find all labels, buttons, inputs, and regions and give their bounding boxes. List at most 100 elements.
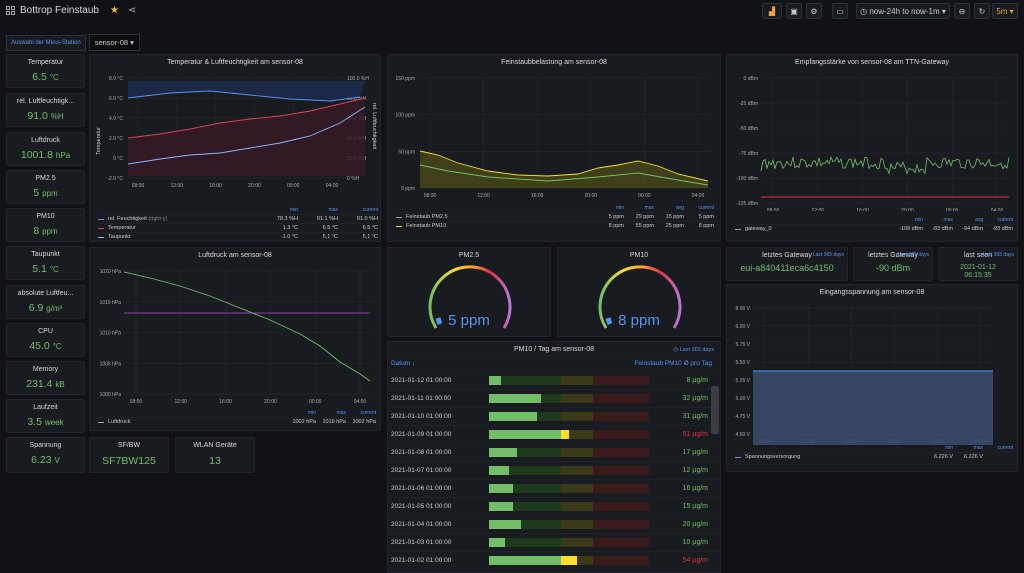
time-range-picker[interactable]: ◷ now-24h to now-1m ▾: [856, 3, 950, 19]
panel-title[interactable]: Laufzeit: [33, 404, 58, 411]
stat-value: 1001.8 hPa: [7, 149, 84, 161]
legend-max: 91.1 %H: [316, 216, 338, 222]
panel-title[interactable]: Temperatur: [27, 59, 64, 66]
legend-series-name: Luftdruck: [108, 419, 131, 425]
time-override-tag: Last 365 days: [982, 252, 1014, 258]
y-tick-label: 1005 hPa: [100, 361, 122, 367]
panel-title[interactable]: Memory: [32, 366, 59, 373]
table-cell-value: 51 µg/m: [682, 431, 708, 438]
table-row[interactable]: 2021-01-04 01:00:00 20 µg/m: [388, 515, 720, 533]
stat-unit: week: [44, 418, 64, 427]
x-tick-label: 12:00: [477, 193, 490, 199]
x-tick-label: 04:00: [991, 208, 1004, 211]
station-select[interactable]: sensor-08 ▾: [88, 34, 140, 51]
refresh-interval[interactable]: 5m ▾: [992, 3, 1018, 19]
legend-row[interactable]: Feinstaub PM2.5 5 ppm 29 ppm 15 ppm 5 ppm: [396, 212, 714, 221]
refresh-icon[interactable]: ↻: [974, 3, 990, 19]
x-tick-label: 12:00: [171, 183, 184, 189]
legend-swatch: [735, 456, 741, 458]
table-row[interactable]: 2021-01-03 01:00:00 10 µg/m: [388, 533, 720, 551]
legend-series-name: Spannungsversorgung: [745, 454, 801, 460]
y-tick-label: 0 dBm: [744, 76, 758, 82]
gateway-line: [760, 156, 1010, 175]
legend-row[interactable]: rel. Feuchtigkeit (right-y) 78.3 %H 91.1 %…: [98, 214, 378, 223]
table-cell-date: 2021-01-10 01:00:00: [391, 413, 452, 420]
panel-title[interactable]: Taupunkt: [31, 251, 60, 258]
y-tick-label: 6.0 °C: [109, 96, 123, 102]
panel-title[interactable]: Eingangsspannung am sensor-08: [819, 289, 925, 296]
table-row[interactable]: 2021-01-11 01:00:00 32 µg/m: [388, 389, 720, 407]
y-tick-label-right: 0 %H: [347, 176, 360, 182]
legend-row[interactable]: Taupunkt -1.0 °C 5.1 °C 5.1 °C: [98, 232, 378, 241]
tv-mode-icon[interactable]: ▭: [832, 3, 848, 19]
panel-title[interactable]: PM10: [36, 213, 55, 220]
table-row[interactable]: 2021-01-02 01:00:00 54 µg/m: [388, 551, 720, 569]
panel-title[interactable]: letztes Gateway: [868, 252, 918, 259]
column-header-value[interactable]: Feinstaub PM10 Ø pro Tag: [634, 360, 712, 367]
legend-avg: 15 ppm: [665, 214, 684, 220]
y-tick-label: 50 ppm: [398, 149, 415, 155]
panel-title[interactable]: last seen: [963, 252, 993, 259]
station-select-value: sensor-08: [94, 38, 129, 47]
panel-title[interactable]: PM2.5: [458, 252, 480, 259]
add-panel-icon[interactable]: ▟: [762, 3, 782, 19]
legend-row[interactable]: gateway_0 -108 dBm -83 dBm -94 dBm -93 dBm: [735, 224, 1013, 233]
table-cell-value: 16 µg/m: [682, 485, 708, 492]
panel-title[interactable]: Feinstaubbelastung am sensor-08: [501, 59, 607, 66]
legend-current: -93 dBm: [992, 226, 1013, 232]
legend-row[interactable]: Spannungsversorgung 6.226 V 6.226 V: [735, 452, 1013, 461]
stat-value: 5 ppm: [7, 187, 84, 199]
stat-number: 45.0: [29, 340, 50, 352]
panel-title[interactable]: letztes Gateway: [762, 252, 812, 259]
table-scrollbar[interactable]: [711, 386, 719, 434]
save-icon[interactable]: ▣: [786, 3, 802, 19]
legend-min: -108 dBm: [899, 226, 923, 232]
legend-row[interactable]: Luftdruck 1002 hPa 1019 hPa 1002 hPa: [98, 417, 376, 426]
legend-min: 1.3 °C: [282, 225, 298, 231]
table-row[interactable]: 2021-01-10 01:00:00 31 µg/m: [388, 407, 720, 425]
panel-title[interactable]: Temperatur & Luftfeuchtigkeit am sensor-…: [167, 59, 303, 66]
panel-title[interactable]: absolute Luftfeu...: [17, 290, 74, 297]
x-tick-label: 00:00: [946, 208, 959, 211]
table-row[interactable]: 2021-01-06 01:00:00 16 µg/m: [388, 479, 720, 497]
dashboard-title[interactable]: Bottrop Feinstaub: [20, 5, 99, 16]
table-row[interactable]: 2021-01-05 01:00:00 15 µg/m: [388, 497, 720, 515]
table-row[interactable]: 2021-01-08 01:00:00 17 µg/m: [388, 443, 720, 461]
legend-series-name: Taupunkt: [108, 234, 131, 240]
share-icon[interactable]: ⋖: [127, 5, 137, 16]
stat-value: 13: [209, 455, 221, 467]
legend-row[interactable]: Temperatur 1.3 °C 6.5 °C 6.5 °C: [98, 223, 378, 232]
pm10-daily-table-panel: PM10 / Tag am sensor-08 ◷ Last 365 days …: [387, 341, 721, 573]
table-cell-value: 32 µg/m: [682, 395, 708, 402]
settings-icon[interactable]: ⚙: [806, 3, 822, 19]
panel-title[interactable]: PM10: [629, 252, 649, 259]
pm25-line: [419, 164, 709, 186]
table-cell-gauge: [489, 376, 669, 385]
legend-current: 5.1 °C: [362, 234, 378, 240]
table-cell-value: 20 µg/m: [682, 521, 708, 528]
panel-title[interactable]: Empfangsstärke von sensor-08 am TTN-Gate…: [795, 59, 949, 66]
panel-title[interactable]: rel. Luftfeuchtigk...: [16, 98, 75, 105]
legend-swatch: [98, 227, 104, 229]
zoom-out-icon[interactable]: ⊖: [954, 3, 970, 19]
panel-title[interactable]: Luftdruck: [31, 137, 60, 144]
dewpoint-line: [127, 106, 366, 165]
panel-title[interactable]: PM2.5: [35, 175, 56, 182]
star-icon[interactable]: ★: [109, 5, 119, 16]
legend-row[interactable]: Feinstaub PM10 8 ppm 55 ppm 25 ppm 8 ppm: [396, 221, 714, 230]
table-row[interactable]: 2021-01-09 01:00:00 51 µg/m: [388, 425, 720, 443]
panel-title[interactable]: Spannung: [29, 442, 62, 449]
refresh-interval-label: 5m: [996, 6, 1008, 16]
stat-value: 6.23 V: [7, 454, 84, 466]
table-cell-date: 2021-01-06 01:00:00: [391, 485, 452, 492]
panel-title[interactable]: CPU: [38, 328, 53, 335]
apps-icon[interactable]: [6, 6, 15, 15]
voltage-area: [753, 371, 993, 445]
table-row[interactable]: 2021-01-07 01:00:00 12 µg/m: [388, 461, 720, 479]
gauge-panel: PM10 8 ppm: [557, 247, 721, 337]
table-row[interactable]: 2021-01-12 01:00:00 8 µg/m: [388, 371, 720, 389]
panel-title[interactable]: Luftdruck am sensor-08: [198, 252, 272, 259]
panel-title[interactable]: PM10 / Tag am sensor-08: [513, 346, 595, 353]
column-header-date[interactable]: Datum ↓: [391, 360, 416, 367]
